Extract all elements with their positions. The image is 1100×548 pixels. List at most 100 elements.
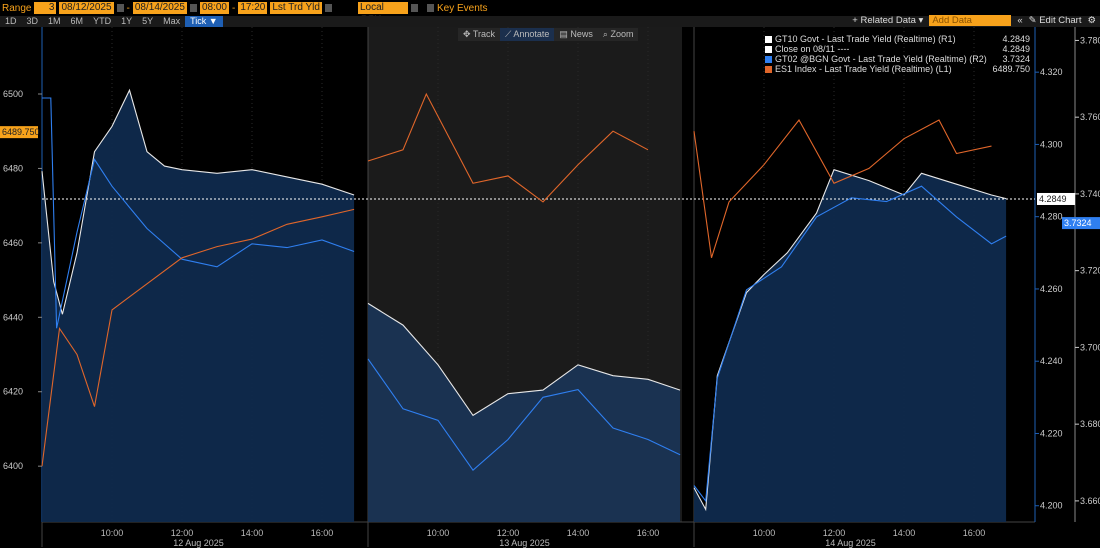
time-tick-label: 14:00 xyxy=(241,528,264,538)
key-events-label: Key Events xyxy=(436,2,488,14)
time-tick-label: 10:00 xyxy=(753,528,776,538)
left-tick-label: 6460 xyxy=(3,238,23,248)
legend-value: 4.2849 xyxy=(1002,34,1030,44)
legend-value: 3.7324 xyxy=(1002,54,1030,64)
legend-item-gt10[interactable]: GT10 Govt - Last Trade Yield (Realtime) … xyxy=(765,34,1030,44)
legend-value: 4.2849 xyxy=(1002,44,1030,54)
edit-chart-button[interactable]: ✎ Edit Chart xyxy=(1028,15,1082,26)
gear-icon[interactable]: ⚙ xyxy=(1087,15,1096,26)
r2-tick-label: 3.660 xyxy=(1080,496,1100,506)
calendar-icon[interactable] xyxy=(189,4,197,12)
left-tick-label: 6420 xyxy=(3,387,23,397)
legend-item-es1[interactable]: ES1 Index - Last Trade Yield (Realtime) … xyxy=(765,64,1030,74)
chevron-down-icon[interactable] xyxy=(324,4,332,12)
r1-tick-label: 4.260 xyxy=(1040,284,1063,294)
gt10-last-label-bg xyxy=(1037,192,1075,205)
start-date-input[interactable]: 08/12/2025 xyxy=(59,2,114,14)
range-3d[interactable]: 3D xyxy=(26,16,39,26)
date-label: 14 Aug 2025 xyxy=(825,538,876,548)
range-6m[interactable]: 6M xyxy=(70,16,84,26)
r2-tick-label: 3.700 xyxy=(1080,342,1100,352)
left-tick-label: 6440 xyxy=(3,312,23,322)
currency-select[interactable]: Local CCY xyxy=(357,2,408,25)
range-buttons: 1D 3D 1M 6M YTD 1Y 5Y Max Tick ▼ + Relat… xyxy=(0,15,1100,27)
range-input[interactable]: 3 xyxy=(34,2,57,14)
gt10-area-fill xyxy=(694,169,1007,522)
left-tick-label: 6400 xyxy=(3,461,23,471)
gt02-last-label: 3.7324 xyxy=(1064,218,1092,228)
r2-tick-label: 3.780 xyxy=(1080,35,1100,45)
r2-tick-label: 3.760 xyxy=(1080,112,1100,122)
r1-tick-label: 4.240 xyxy=(1040,356,1063,366)
r2-tick-label: 3.740 xyxy=(1080,189,1100,199)
r2-tick-label: 3.720 xyxy=(1080,266,1100,276)
time-tick-label: 16:00 xyxy=(637,528,660,538)
legend-label: Close on 08/11 ---- xyxy=(775,44,850,54)
time-tick-label: 10:00 xyxy=(101,528,124,538)
time-tick-label: 12:00 xyxy=(497,528,520,538)
time-tick-label: 16:00 xyxy=(311,528,334,538)
es1-last-label: 6489.750 xyxy=(2,127,40,137)
r1-tick-label: 4.320 xyxy=(1040,67,1063,77)
gt10-line xyxy=(367,302,681,417)
es1-line xyxy=(41,208,355,467)
es1-last-label-bg xyxy=(0,126,38,139)
range-5y[interactable]: 5Y xyxy=(142,16,154,26)
legend: GT10 Govt - Last Trade Yield (Realtime) … xyxy=(765,34,1030,74)
range-tick[interactable]: Tick ▼ xyxy=(185,16,223,27)
legend-label: GT02 @BGN Govt - Last Trade Yield (Realt… xyxy=(775,54,987,64)
chevron-down-icon[interactable] xyxy=(410,4,418,12)
range-1y[interactable]: 1Y xyxy=(121,16,133,26)
field-select[interactable]: Lst Trd Yld xyxy=(270,2,322,14)
related-data-button[interactable]: + Related Data ▾ xyxy=(852,15,924,26)
gt02-last-label-bg xyxy=(1062,217,1100,230)
end-time-input[interactable]: 17:20 xyxy=(238,2,268,14)
toolbar: Range 3 08/12/2025 - 08/14/2025 08:00 - … xyxy=(0,0,1100,25)
r2-tick-label: 3.680 xyxy=(1080,419,1100,429)
range-1d[interactable]: 1D xyxy=(5,16,17,26)
range-max[interactable]: Max xyxy=(163,16,181,26)
add-data-input[interactable]: Add Data xyxy=(929,15,1012,26)
time-tick-label: 14:00 xyxy=(893,528,916,538)
track-button[interactable]: ✥ Track xyxy=(463,29,496,39)
range-ytd[interactable]: YTD xyxy=(93,16,112,26)
collapse-button[interactable]: « xyxy=(1017,15,1023,26)
legend-label: GT10 Govt - Last Trade Yield (Realtime) … xyxy=(775,34,956,44)
calendar-icon[interactable] xyxy=(116,4,124,12)
r1-tick-label: 4.300 xyxy=(1040,139,1063,149)
legend-label: ES1 Index - Last Trade Yield (Realtime) … xyxy=(775,64,952,74)
r1-tick-label: 4.200 xyxy=(1040,501,1063,511)
date-label: 12 Aug 2025 xyxy=(173,538,224,548)
es1-line xyxy=(693,119,992,258)
date-separator: - xyxy=(126,2,130,14)
r1-tick-label: 4.220 xyxy=(1040,428,1063,438)
gt10-line xyxy=(41,88,355,315)
time-tick-label: 16:00 xyxy=(963,528,986,538)
legend-item-close[interactable]: Close on 08/11 ---- 4.2849 xyxy=(765,44,1030,54)
annotate-button[interactable]: ⟋ Annotate xyxy=(500,28,555,41)
date-label: 13 Aug 2025 xyxy=(499,538,550,548)
legend-item-gt02[interactable]: GT02 @BGN Govt - Last Trade Yield (Realt… xyxy=(765,54,1030,64)
legend-value: 6489.750 xyxy=(992,64,1030,74)
range-label: Range xyxy=(2,2,32,14)
start-time-input[interactable]: 08:00 xyxy=(199,2,229,14)
gt10-area-fill xyxy=(368,303,681,522)
time-tick-label: 12:00 xyxy=(171,528,194,538)
gt02-line xyxy=(367,358,681,472)
left-tick-label: 6480 xyxy=(3,163,23,173)
range-1m[interactable]: 1M xyxy=(48,16,61,26)
gt02-line xyxy=(42,97,355,329)
gt10-last-label: 4.2849 xyxy=(1039,194,1067,204)
time-separator: - xyxy=(231,2,236,14)
key-events-checkbox[interactable] xyxy=(426,4,434,12)
news-button[interactable]: ▤ News xyxy=(559,29,593,39)
left-tick-label: 6500 xyxy=(3,89,23,99)
gt10-area-fill xyxy=(42,90,355,523)
gt02-line xyxy=(693,185,1007,503)
chart-tools: ✥ Track ⟋ Annotate ▤ News ⌕ Zoom xyxy=(458,28,639,41)
r1-tick-label: 4.280 xyxy=(1040,212,1063,222)
zoom-button[interactable]: ⌕ Zoom xyxy=(602,29,634,39)
time-tick-label: 12:00 xyxy=(823,528,846,538)
end-date-input[interactable]: 08/14/2025 xyxy=(132,2,187,14)
